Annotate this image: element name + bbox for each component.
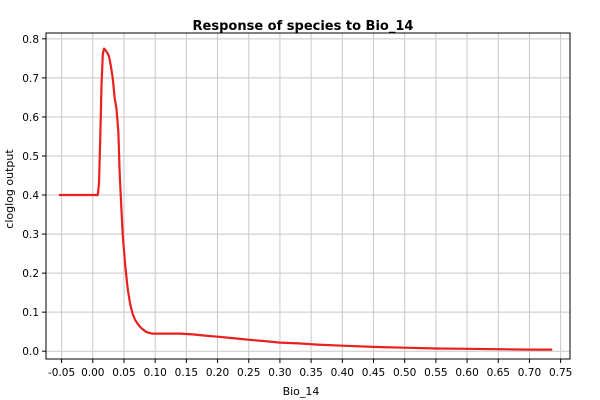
x-tick-label: -0.05 [48,367,75,379]
x-tick-label: 0.35 [299,367,322,379]
x-tick-label: 0.10 [143,367,166,379]
plot-area-frame [45,32,571,360]
series-layer [58,47,553,351]
y-tick-label: 0.4 [22,190,39,202]
x-tick-label: 0.40 [331,367,354,379]
grid [46,33,570,359]
chart-title: Response of species to Bio_14 [193,19,414,34]
x-axis-label: Bio_14 [283,385,320,398]
x-tick-label: 0.15 [175,367,198,379]
y-tick-label: 0.3 [22,229,39,241]
x-tick-label: 0.25 [237,367,260,379]
x-tick-label: 0.65 [487,367,510,379]
x-tick-label: 0.05 [112,367,135,379]
x-tick-label: 0.55 [424,367,447,379]
y-axis-label: cloglog output [3,149,16,229]
x-tick-label: 0.20 [206,367,229,379]
y-tick-label: 0.5 [22,151,39,163]
x-tick-label: 0.45 [362,367,385,379]
x-tick-label: 0.30 [268,367,291,379]
y-tick-label: 0.6 [22,112,39,124]
y-tick-label: 0.7 [22,73,39,85]
x-tick-label: 0.75 [549,367,572,379]
response-curve [58,47,553,351]
x-tick-label: 0.00 [81,367,104,379]
x-tick-label: 0.70 [518,367,541,379]
x-axis: -0.05 0.00 0.05 0.10 0.15 0.20 0.25 0.30 0.35 0.4… [48,359,572,379]
y-tick-label: 0.8 [22,34,39,46]
y-tick-label: 0.2 [22,268,39,280]
y-tick-label: 0.1 [22,307,39,319]
x-tick-label: 0.60 [455,367,478,379]
y-tick-label: 0.0 [22,346,39,358]
y-axis: 0.0 0.1 0.2 0.3 0.4 0.5 0.6 0.7 0.8 [22,34,46,358]
x-tick-label: 0.50 [393,367,416,379]
